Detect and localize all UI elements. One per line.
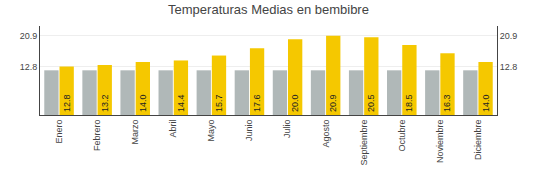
svg-text:20.0: 20.0: [290, 94, 300, 112]
svg-text:16.3: 16.3: [442, 94, 452, 112]
svg-text:Enero: Enero: [54, 120, 64, 144]
svg-text:17.6: 17.6: [252, 94, 262, 112]
svg-text:Diciembre: Diciembre: [473, 120, 483, 161]
svg-text:Mayo: Mayo: [206, 120, 216, 142]
svg-text:13.2: 13.2: [100, 94, 110, 112]
svg-text:20.9: 20.9: [500, 31, 518, 41]
svg-text:14.0: 14.0: [138, 94, 148, 112]
svg-text:14.4: 14.4: [176, 94, 186, 112]
svg-text:12.8: 12.8: [500, 62, 518, 72]
svg-text:Octubre: Octubre: [397, 120, 407, 152]
svg-text:20.9: 20.9: [20, 31, 38, 41]
svg-text:Noviembre: Noviembre: [435, 120, 445, 164]
svg-text:15.7: 15.7: [214, 94, 224, 112]
svg-text:Abril: Abril: [168, 120, 178, 138]
svg-text:14.0: 14.0: [481, 94, 491, 112]
svg-text:Agosto: Agosto: [321, 120, 331, 148]
svg-text:20.5: 20.5: [366, 94, 376, 112]
svg-text:Marzo: Marzo: [130, 120, 140, 145]
svg-text:Septiembre: Septiembre: [359, 120, 369, 166]
svg-text:12.8: 12.8: [62, 94, 72, 112]
svg-text:20.9: 20.9: [328, 94, 338, 112]
svg-text:Temperaturas Medias en bembibr: Temperaturas Medias en bembibre: [168, 2, 369, 17]
svg-text:18.5: 18.5: [404, 94, 414, 112]
svg-text:Febrero: Febrero: [92, 120, 102, 152]
svg-text:Junio: Junio: [244, 120, 254, 142]
svg-text:Julio: Julio: [282, 120, 292, 139]
svg-text:12.8: 12.8: [20, 62, 38, 72]
